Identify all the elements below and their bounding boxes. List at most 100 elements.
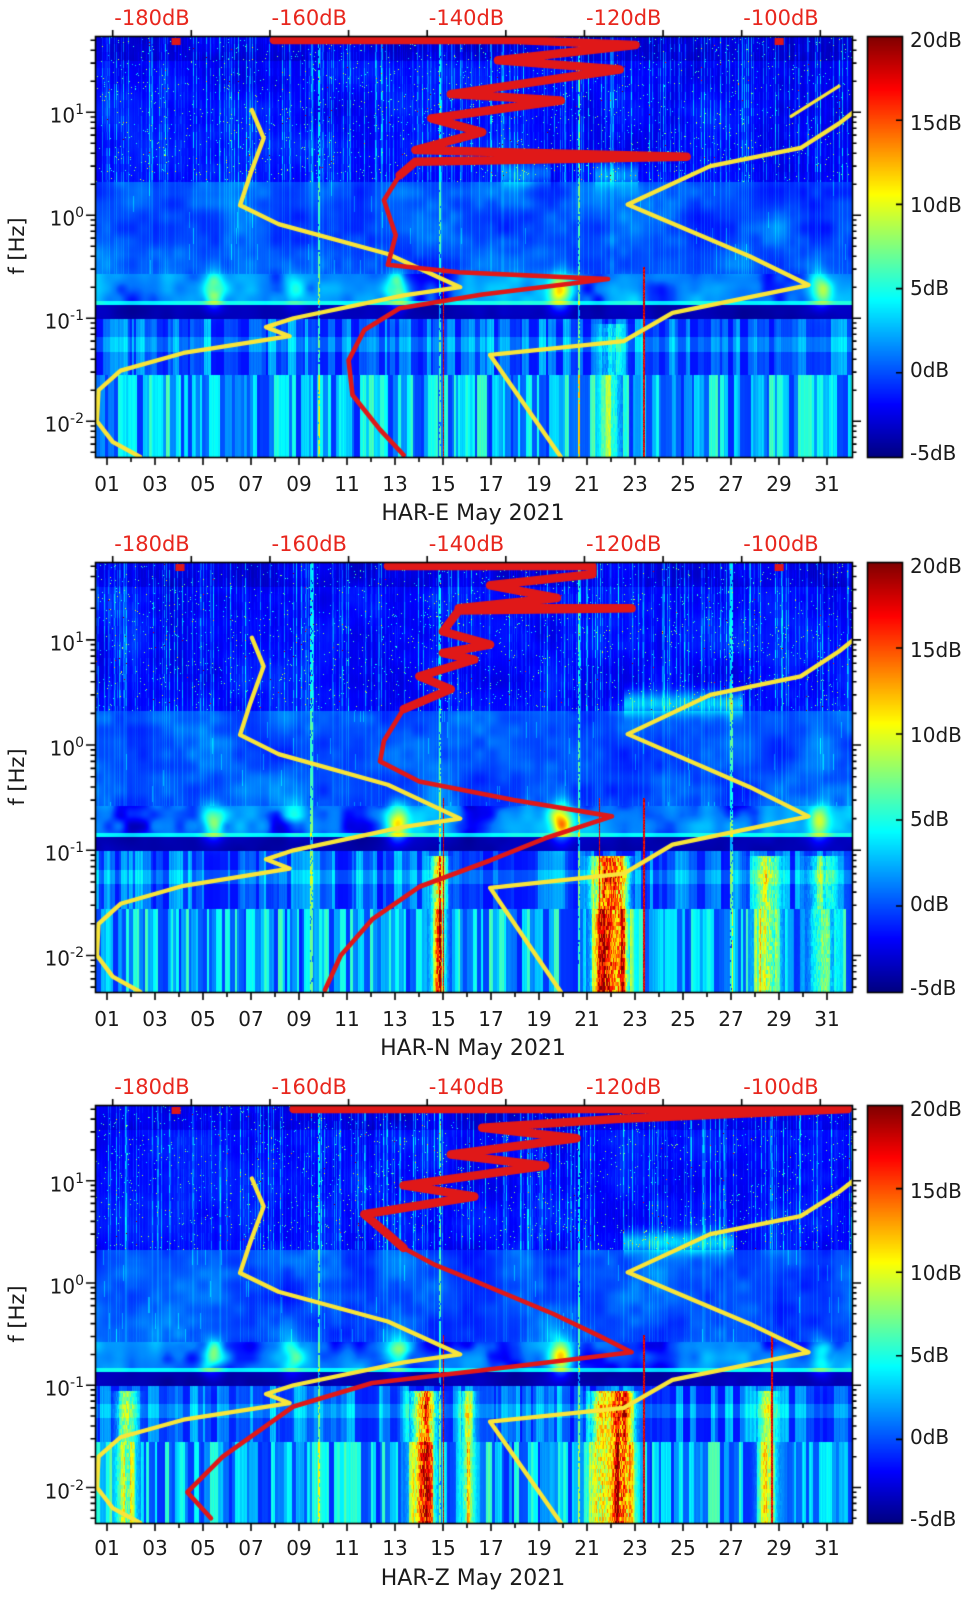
top-axis-tick-label: -180dB — [114, 1075, 190, 1099]
colorbar-tick-label: 0dB — [910, 1425, 950, 1449]
colorbar-tick-label: 10dB — [910, 193, 962, 218]
x-axis-tick-label: 03 — [142, 472, 168, 496]
x-axis-tick-label: 03 — [142, 1007, 168, 1031]
y-axis-tick-label: 10-1 — [44, 1375, 84, 1401]
x-axis-tick-label: 15 — [430, 1536, 456, 1560]
x-axis-tick-label: 09 — [286, 1007, 312, 1031]
x-axis-tick-label: 23 — [622, 1536, 648, 1560]
x-axis-tick-label: 25 — [670, 1536, 696, 1560]
panel-har-n-xlabel: HAR-N May 2021 — [380, 1036, 566, 1061]
top-axis-tick-label: -120dB — [586, 532, 662, 556]
top-axis-tick-label: -180dB — [114, 6, 190, 30]
top-axis-tick-label: -160dB — [271, 1075, 347, 1099]
x-axis-tick-label: 05 — [190, 1007, 216, 1031]
y-axis-tick-label: 10-1 — [44, 840, 84, 866]
colorbar-tick-label: -5dB — [910, 976, 957, 1000]
x-axis-tick-label: 21 — [574, 1007, 600, 1031]
y-axis-tick-label: 101 — [49, 1170, 84, 1197]
y-axis-tick-label: 100 — [49, 205, 84, 231]
x-axis-tick-label: 27 — [718, 1536, 744, 1560]
x-axis-tick-label: 07 — [238, 472, 264, 496]
top-axis-tick-label: -120dB — [586, 1075, 662, 1099]
y-axis-tick-label: 10-2 — [44, 945, 84, 972]
colorbar-tick-label: 20dB — [910, 1097, 962, 1121]
colorbar-tick-label: 5dB — [910, 807, 950, 832]
top-axis-tick-label: -180dB — [114, 532, 190, 556]
y-axis-tick-label: 10-1 — [44, 308, 84, 334]
x-axis-tick-label: 11 — [334, 1007, 360, 1031]
x-axis-tick-label: 21 — [574, 1536, 600, 1560]
colorbar-tick-label: -5dB — [910, 1507, 957, 1531]
x-axis-tick-label: 27 — [718, 1007, 744, 1031]
x-axis-tick-label: 01 — [94, 1536, 120, 1560]
x-axis-tick-label: 19 — [526, 1536, 552, 1560]
x-axis-tick-label: 01 — [94, 472, 120, 496]
colorbar-tick-label: 5dB — [910, 275, 950, 300]
top-axis-tick-label: -100dB — [743, 1075, 819, 1099]
y-axis-tick-label: 101 — [49, 102, 84, 128]
panel-har-e-ylabel: f [Hz] — [5, 217, 29, 275]
colorbar-tick-label: 0dB — [910, 358, 950, 383]
x-axis-tick-label: 17 — [478, 1536, 504, 1560]
x-axis-tick-label: 09 — [286, 1536, 312, 1560]
x-axis-tick-label: 29 — [766, 1007, 792, 1031]
panel-har-e-xlabel: HAR-E May 2021 — [381, 501, 565, 526]
panel-har-z-ylabel: f [Hz] — [5, 1285, 29, 1343]
x-axis-tick-label: 19 — [526, 1007, 552, 1031]
colorbar-tick-label: 0dB — [910, 891, 950, 916]
x-axis-tick-label: 19 — [526, 472, 552, 496]
x-axis-tick-label: 03 — [142, 1536, 168, 1560]
y-axis-tick-label: 101 — [49, 629, 84, 656]
colorbar-tick-label: 20dB — [910, 28, 962, 52]
x-axis-tick-label: 05 — [190, 472, 216, 496]
x-axis-tick-label: 23 — [622, 1007, 648, 1031]
colorbar-tick-label: -5dB — [910, 441, 957, 465]
x-axis-tick-label: 05 — [190, 1536, 216, 1560]
top-axis-tick-label: -140dB — [428, 532, 505, 556]
x-axis-tick-label: 15 — [430, 472, 456, 496]
x-axis-tick-label: 29 — [766, 472, 792, 496]
x-axis-tick-label: 09 — [286, 472, 312, 496]
y-axis-tick-label: 10-2 — [44, 1477, 84, 1504]
y-axis-tick-label: 100 — [49, 1272, 84, 1299]
x-axis-tick-label: 21 — [574, 472, 600, 496]
x-axis-tick-label: 25 — [670, 1007, 696, 1031]
x-axis-tick-label: 27 — [718, 472, 744, 496]
x-axis-tick-label: 31 — [814, 472, 840, 496]
x-axis-tick-label: 13 — [382, 472, 408, 496]
top-axis-tick-label: -100dB — [743, 6, 819, 30]
panel-har-z-xlabel: HAR-Z May 2021 — [380, 1566, 566, 1591]
x-axis-tick-label: 17 — [478, 1007, 504, 1031]
x-axis-tick-label: 29 — [766, 1536, 792, 1560]
x-axis-tick-label: 17 — [478, 472, 504, 496]
x-axis-tick-label: 15 — [430, 1007, 456, 1031]
colorbar-tick-label: 15dB — [910, 638, 962, 663]
panel-har-n-ylabel: f [Hz] — [5, 748, 29, 806]
top-axis-tick-label: -160dB — [271, 532, 347, 556]
top-axis-tick-label: -140dB — [428, 6, 505, 30]
top-axis-tick-label: -120dB — [586, 6, 662, 30]
x-axis-tick-label: 13 — [382, 1536, 408, 1560]
x-axis-tick-label: 11 — [334, 1536, 360, 1560]
colorbar-tick-label: 15dB — [910, 1179, 962, 1203]
x-axis-tick-label: 13 — [382, 1007, 408, 1031]
x-axis-tick-label: 07 — [238, 1536, 264, 1560]
colorbar-tick-label: 15dB — [910, 110, 962, 135]
top-axis-tick-label: -140dB — [428, 1075, 505, 1099]
top-axis-tick-label: -100dB — [743, 532, 819, 556]
x-axis-tick-label: 11 — [334, 472, 360, 496]
x-axis-tick-label: 23 — [622, 472, 648, 496]
y-axis-tick-label: 10-2 — [44, 411, 84, 437]
x-axis-tick-label: 31 — [814, 1007, 840, 1031]
y-axis-tick-label: 100 — [49, 735, 84, 761]
colorbar-tick-label: 20dB — [910, 554, 962, 578]
colorbar-tick-label: 10dB — [910, 1261, 962, 1285]
colorbar-tick-label: 5dB — [910, 1343, 950, 1367]
x-axis-tick-label: 25 — [670, 472, 696, 496]
colorbar-tick-label: 10dB — [910, 722, 962, 747]
x-axis-tick-label: 31 — [814, 1536, 840, 1560]
x-axis-tick-label: 07 — [238, 1007, 264, 1031]
x-axis-tick-label: 01 — [94, 1007, 120, 1031]
